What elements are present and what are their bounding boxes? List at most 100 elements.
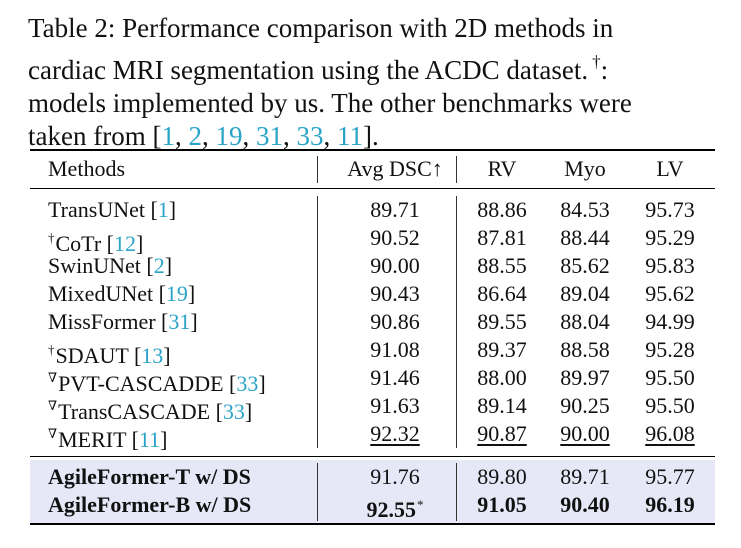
bracket: ] <box>244 399 253 424</box>
lv-value: 96.19 <box>645 492 695 517</box>
method-name: SDAUT [ <box>55 343 142 368</box>
citation-link[interactable]: 11 <box>138 427 161 452</box>
rv-value: 87.81 <box>477 225 527 250</box>
rv-value: 88.86 <box>477 197 527 222</box>
avg-dsc-value: 92.32 <box>370 421 420 446</box>
bracket: ] <box>136 231 144 256</box>
rv-value: 90.87 <box>477 421 527 446</box>
avg-dsc-value: 89.71 <box>370 197 420 222</box>
table-row: ∇PVT-CASCADDE [33] 91.46 88.00 89.97 95.… <box>30 364 715 396</box>
rv-value: 91.05 <box>477 492 527 517</box>
bracket: ] <box>160 427 168 452</box>
caption-line-4: taken from [1, 2, 19, 31, 33, 11]. <box>28 121 379 151</box>
bracket: ] <box>164 253 173 278</box>
column-separator <box>317 463 318 521</box>
avg-dsc-value: 90.86 <box>370 309 420 334</box>
rv-value: 88.00 <box>477 365 527 390</box>
citation-link[interactable]: 12 <box>114 231 136 256</box>
citation-link[interactable]: 13 <box>141 343 164 368</box>
method-cell: MissFormer [31] <box>48 308 198 336</box>
lv-value: 95.83 <box>645 253 695 278</box>
citation-link[interactable]: 31 <box>255 121 283 151</box>
table-row: †SDAUT [13] 91.08 89.37 88.58 95.28 <box>30 336 715 368</box>
header-myo: Myo <box>564 156 606 181</box>
table-row: ∇MERIT [11] 92.32 90.87 90.00 96.08 <box>30 420 715 452</box>
lv-value: 95.50 <box>645 393 695 418</box>
avg-dsc-value: 91.08 <box>370 337 420 362</box>
ours-highlight <box>30 460 715 524</box>
lv-value: 95.29 <box>645 225 695 250</box>
table-caption: Table 2: Performance comparison with 2D … <box>28 12 718 153</box>
avg-dsc-value: 92.55 <box>366 497 417 522</box>
nabla-mark: ∇ <box>48 398 58 413</box>
rv-value: 89.14 <box>477 393 527 418</box>
myo-value: 88.58 <box>560 337 610 362</box>
myo-value: 84.53 <box>560 197 610 222</box>
table-row: ∇TransCASCADE [33] 91.63 89.14 90.25 95.… <box>30 392 715 424</box>
rv-value: 86.64 <box>477 281 527 306</box>
table-header: Methods Avg DSC↑ RV Myo LV <box>30 155 715 183</box>
lv-value: 95.77 <box>645 464 695 489</box>
myo-value: 90.00 <box>560 421 610 446</box>
nabla-mark: ∇ <box>48 370 58 385</box>
dagger-mark: † <box>592 52 601 71</box>
column-separator <box>317 196 318 448</box>
caption-line-3: models implemented by us. The other benc… <box>28 88 632 118</box>
myo-value: 90.25 <box>560 393 610 418</box>
citation-link[interactable]: 33 <box>296 121 324 151</box>
bracket: ] <box>163 343 171 368</box>
method-name: SwinUNet [ <box>48 253 154 278</box>
lv-value: 95.28 <box>645 337 695 362</box>
myo-value: 89.71 <box>560 464 610 489</box>
method-name: MixedUNet [ <box>48 281 166 306</box>
rv-value: 89.80 <box>477 464 527 489</box>
caption-line-4-close: ]. <box>362 121 379 151</box>
header-separator <box>317 156 318 183</box>
citation-link[interactable]: 11 <box>336 121 363 151</box>
citation-link[interactable]: 33 <box>222 399 245 424</box>
citation-link[interactable]: 19 <box>215 121 243 151</box>
method-cell: SwinUNet [2] <box>48 252 172 280</box>
method-name: PVT-CASCADDE [ <box>58 371 237 396</box>
method-cell: ∇PVT-CASCADDE [33] <box>48 364 266 398</box>
bracket: ] <box>190 309 198 334</box>
myo-value: 88.44 <box>560 225 610 250</box>
nabla-mark: ∇ <box>48 426 58 441</box>
header-methods: Methods <box>48 156 125 181</box>
caption-line-2: cardiac MRI segmentation using the ACDC … <box>28 45 718 87</box>
citation-link[interactable]: 33 <box>236 371 259 396</box>
myo-value: 90.40 <box>560 492 610 517</box>
citation-link[interactable]: 31 <box>168 309 191 334</box>
method-name: MissFormer [ <box>48 309 169 334</box>
citation-link[interactable]: 19 <box>165 281 188 306</box>
method-cell: †SDAUT [13] <box>48 336 171 370</box>
method-name: CoTr [ <box>55 231 115 256</box>
bottom-rule <box>30 523 715 525</box>
citation-link[interactable]: 1 <box>157 197 169 222</box>
method-name: MERIT [ <box>58 427 139 452</box>
bracket: ] <box>168 197 177 222</box>
myo-value: 88.04 <box>560 309 610 334</box>
method-name: AgileFormer-B w/ DS <box>48 492 252 517</box>
bracket: ] <box>258 371 266 396</box>
citation-link[interactable]: 2 <box>153 253 165 278</box>
citation-link[interactable]: 2 <box>188 121 202 151</box>
baseline-rows: TransUNet [1] 89.71 88.86 84.53 95.73 †C… <box>30 196 715 452</box>
table-row: AgileFormer-T w/ DS 91.76 89.80 89.71 95… <box>30 463 715 491</box>
dagger-mark: † <box>48 230 55 245</box>
method-cell: TransUNet [1] <box>48 196 176 224</box>
avg-dsc-value: 90.52 <box>370 225 420 250</box>
section-rule <box>30 456 715 457</box>
top-rule <box>30 149 715 151</box>
header-rule <box>30 188 715 189</box>
caption-line-2-colon: : <box>600 55 609 85</box>
lv-value: 94.99 <box>645 309 695 334</box>
dagger-mark: † <box>48 342 55 357</box>
method-cell: MixedUNet [19] <box>48 280 195 308</box>
citation-link[interactable]: 1 <box>161 121 175 151</box>
table-row: MixedUNet [19] 90.43 86.64 89.04 95.62 <box>30 280 715 308</box>
myo-value: 85.62 <box>560 253 610 278</box>
table-row: AgileFormer-B w/ DS 92.55* 91.05 90.40 9… <box>30 491 715 522</box>
method-name: TransCASCADE [ <box>58 399 223 424</box>
lv-value: 95.62 <box>645 281 695 306</box>
